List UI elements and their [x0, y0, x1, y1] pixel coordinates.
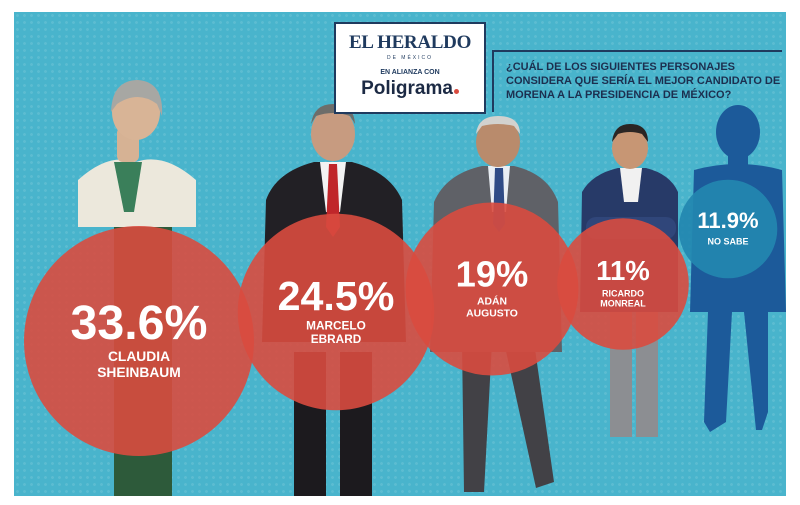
survey-question: ¿CUÁL DE LOS SIGUIENTES PERSONAJES CONSI… — [492, 50, 782, 112]
brand-logo: EL HERALDO — [348, 32, 472, 53]
name-label-augusto: ADÁN — [477, 295, 507, 308]
alliance-label: EN ALIANZA CON — [380, 69, 440, 76]
name-label-sheinbaum: CLAUDIA — [108, 349, 170, 364]
name-label-ebrard: EBRARD — [311, 332, 362, 346]
name-label-monreal: MONREAL — [600, 299, 646, 309]
bubble-augusto — [405, 202, 579, 376]
partner-name: Poligrama — [361, 78, 453, 99]
name-label-monreal: RICARDO — [602, 288, 644, 298]
bubble-sheinbaum — [24, 226, 254, 456]
value-label-augusto: 19% — [456, 254, 529, 295]
bubble-no-sabe — [678, 179, 778, 279]
value-label-ebrard: 24.5% — [278, 273, 395, 319]
bubble-monreal — [557, 218, 689, 350]
bubble-ebrard — [237, 213, 435, 411]
name-label-augusto: AUGUSTO — [466, 309, 518, 320]
value-label-monreal: 11% — [596, 255, 650, 286]
name-label-ebrard: MARCELO — [306, 318, 366, 332]
brand-subtitle: DE MÉXICO — [386, 55, 434, 61]
name-label-no-sabe: NO SABE — [707, 236, 748, 246]
partner-logo-dot-icon — [453, 89, 459, 94]
partner-logo: Poligrama — [361, 78, 459, 100]
value-label-sheinbaum: 33.6% — [71, 296, 208, 350]
value-label-no-sabe: 11.9% — [697, 208, 758, 233]
publisher-masthead: EL HERALDO DE MÉXICO EN ALIANZA CON Poli… — [334, 22, 486, 114]
name-label-sheinbaum: SHEINBAUM — [97, 365, 181, 380]
infographic-panel: 33.6% CLAUDIA SHEINBAUM 24.5% MARCELO EBRARD 1… — [14, 12, 786, 496]
